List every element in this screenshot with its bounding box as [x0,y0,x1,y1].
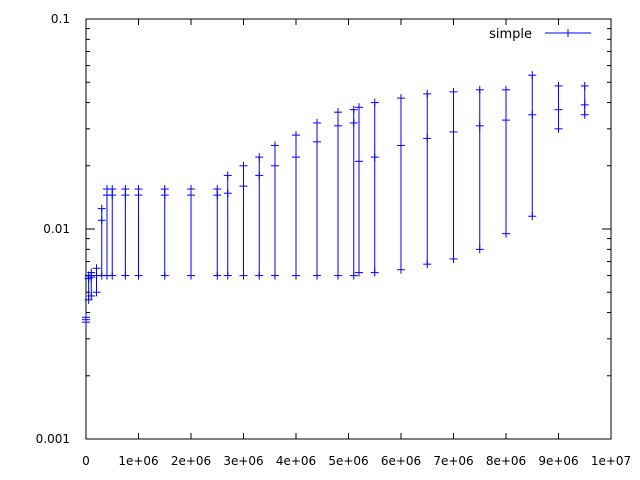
data-point [108,185,117,194]
data-point [580,110,589,119]
data-point [334,271,342,280]
data-point [239,271,248,280]
data-point [528,71,537,80]
data-point [160,271,169,280]
x-tick-label: 3e+06 [223,454,263,468]
data-point [292,153,300,162]
data-point [271,271,279,280]
data-point [397,94,405,103]
data-point [554,81,563,90]
x-axis-tick-labels: 0 1e+06 2e+06 3e+06 4e+06 5e+06 6e+06 7e+06 8e+0… [82,454,631,468]
data-point [82,313,90,322]
x-tick-label: 6e+06 [381,454,421,468]
data-point [239,161,248,170]
data-point [97,204,106,213]
data-point [108,271,117,280]
data-point [223,171,232,180]
data-point [475,121,484,130]
data-point [370,268,379,277]
legend: simple [489,27,591,42]
data-point [528,212,537,221]
x-tick-label: 4e+06 [276,454,316,468]
data-point [397,141,405,150]
series-markers [82,71,589,327]
data-point [292,131,300,140]
data-point [121,271,130,280]
data-point [97,216,106,225]
data-point [223,271,232,280]
data-point [160,185,169,194]
data-point [502,85,510,94]
data-point [255,153,264,162]
x-tick-label: 0 [82,454,90,468]
data-point [355,268,363,277]
data-point [92,264,101,273]
data-point [213,185,222,194]
data-point [239,182,248,191]
data-point [449,127,458,136]
data-point [423,260,432,269]
data-point [313,118,321,127]
data-point [475,85,484,94]
data-point [554,105,563,114]
data-point [502,116,510,125]
legend-label: simple [489,27,532,42]
data-point [580,81,589,90]
y-axis-tick-labels: 0.001 0.01 0.1 [36,12,70,446]
x-tick-label: 1e+07 [591,454,631,468]
data-point [423,134,432,143]
data-point [528,110,537,119]
data-point [334,121,342,130]
data-point [271,161,279,170]
legend-marker [564,29,572,37]
y-tick-label: 0.1 [51,12,70,26]
data-point [121,185,130,194]
data-point [475,245,484,254]
data-point [423,89,432,98]
x-tick-label: 7e+06 [433,454,473,468]
x-tick-label: 1e+06 [118,454,158,468]
data-point [554,124,563,133]
data-point [223,189,232,198]
data-point [271,141,279,150]
data-point [134,185,143,194]
data-point [397,265,405,274]
data-point [255,271,264,280]
data-point [92,288,101,297]
data-point [449,87,458,96]
x-tick-label: 9e+06 [538,454,578,468]
data-point [292,271,300,280]
data-point [134,271,143,280]
data-point [334,108,342,117]
data-point [580,100,589,109]
data-point [313,271,321,280]
data-point [87,291,96,300]
data-point [187,185,195,194]
data-point [502,229,510,238]
data-point [449,254,458,263]
data-point [349,118,358,127]
y-tick-label: 0.001 [36,432,70,446]
data-point [213,271,222,280]
data-point [370,98,379,107]
data-point [370,153,379,162]
data-point [187,271,195,280]
data-point [87,268,96,277]
data-point [349,271,358,280]
y-tick-label: 0.01 [43,222,70,236]
data-point [355,157,363,166]
x-tick-label: 2e+06 [171,454,211,468]
x-tick-label: 8e+06 [486,454,526,468]
data-point [255,171,264,180]
data-point [349,105,358,114]
data-point [355,103,363,112]
x-tick-label: 5e+06 [328,454,368,468]
data-point [313,137,321,146]
